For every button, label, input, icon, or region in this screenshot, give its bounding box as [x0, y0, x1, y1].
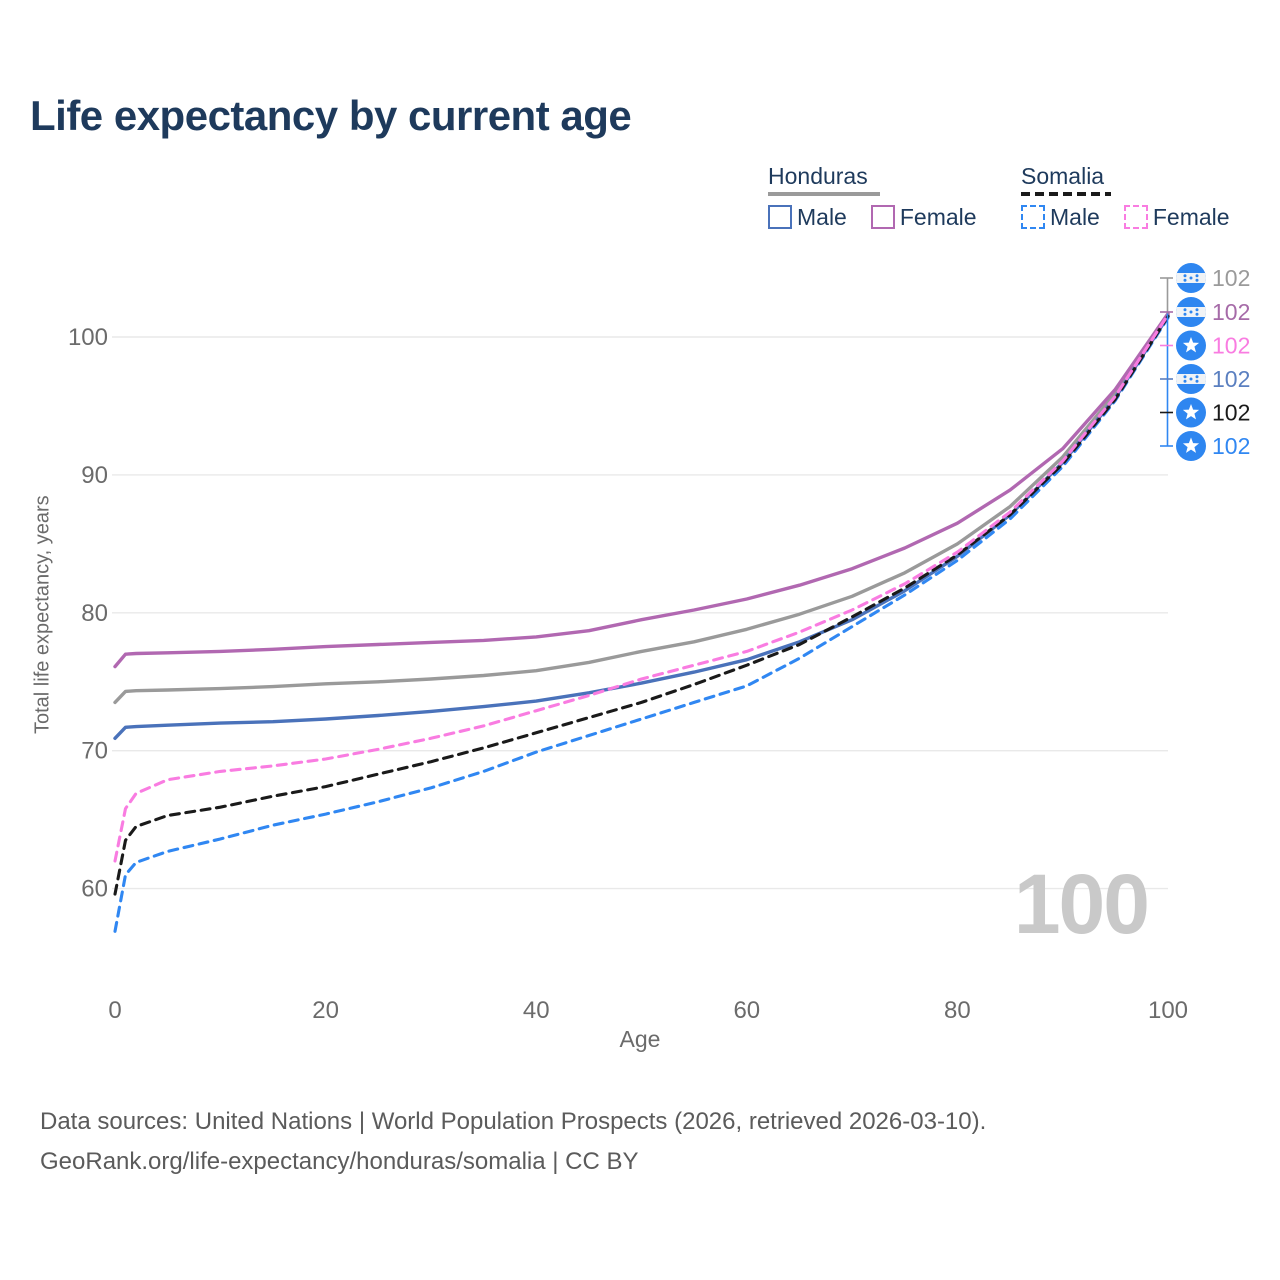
legend-item-honduras-male[interactable]: Male — [768, 205, 847, 229]
series-line-honduras-male — [113, 314, 1170, 740]
checkbox-icon[interactable] — [1021, 205, 1045, 229]
y-tick-label: 70 — [81, 738, 108, 765]
series-line-honduras-female — [113, 311, 1170, 669]
series-line-somalia — [113, 314, 1170, 896]
x-tick-label: 20 — [312, 997, 339, 1024]
somalia-flag-icon — [1176, 330, 1206, 361]
end-label-value: 102 — [1212, 299, 1250, 325]
end-label-value: 102 — [1212, 400, 1250, 426]
y-tick-label: 60 — [81, 876, 108, 903]
legend-item-somalia-male[interactable]: Male — [1021, 205, 1100, 229]
legend-item-label: Female — [1152, 204, 1230, 230]
x-tick-label: 100 — [1148, 997, 1188, 1024]
honduras-flag-icon — [1176, 364, 1206, 394]
legend-linestyle-solid — [768, 192, 880, 196]
somalia-flag-icon — [1176, 397, 1206, 428]
series-line-honduras — [113, 313, 1170, 705]
x-axis-title: Age — [619, 1026, 661, 1052]
legend-group-somalia: Somalia Male Female — [1021, 163, 1230, 229]
footer-data-sources: Data sources: United Nations | World Pop… — [40, 1108, 987, 1135]
legend-item-label: Male — [1050, 204, 1100, 230]
x-tick-label: 60 — [733, 997, 760, 1024]
end-label-value: 102 — [1212, 265, 1250, 291]
legend-item-honduras-female[interactable]: Female — [870, 204, 977, 230]
legend-header-somalia: Somalia — [1021, 163, 1105, 189]
honduras-flag-icon — [1176, 263, 1206, 293]
checkbox-icon[interactable] — [768, 205, 792, 229]
legend-group-honduras: Honduras Male Female — [768, 163, 977, 229]
legend-item-label: Female — [899, 204, 977, 230]
age-watermark: 100 — [1013, 857, 1150, 951]
end-label-value: 102 — [1212, 433, 1250, 459]
y-tick-label: 90 — [81, 462, 108, 489]
series-line-somalia-male — [113, 316, 1170, 933]
end-label-value: 102 — [1212, 366, 1250, 392]
page-title: Life expectancy by current age — [30, 92, 632, 139]
x-tick-label: 80 — [944, 997, 971, 1024]
somalia-flag-icon — [1176, 431, 1206, 461]
x-tick-label: 0 — [108, 997, 121, 1024]
legend-linestyle-dashed — [1021, 192, 1111, 196]
legend-item-label: Male — [797, 204, 847, 230]
checkbox-icon[interactable] — [870, 205, 895, 229]
honduras-flag-icon — [1176, 297, 1206, 327]
footer-attribution: GeoRank.org/life-expectancy/honduras/som… — [40, 1148, 639, 1175]
legend-item-somalia-female[interactable]: Female — [1123, 204, 1230, 230]
x-tick-label: 40 — [523, 997, 550, 1024]
y-tick-label: 100 — [68, 324, 108, 351]
y-axis-title: Total life expectancy, years — [31, 495, 54, 735]
series-line-somalia-female — [113, 313, 1170, 863]
legend-header-honduras: Honduras — [768, 163, 868, 189]
y-tick-label: 80 — [81, 600, 108, 627]
end-label-value: 102 — [1212, 333, 1250, 359]
checkbox-icon[interactable] — [1123, 205, 1148, 229]
